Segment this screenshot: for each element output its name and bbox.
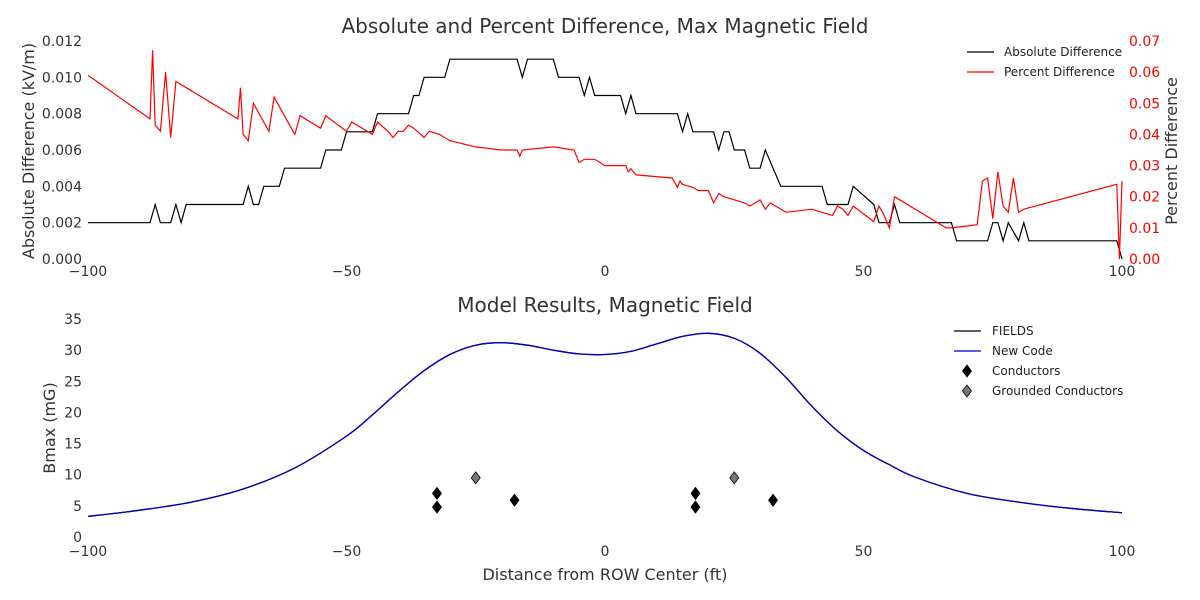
legend-marker-swatch <box>962 384 972 398</box>
chart1-y2-tick-label: 0.05 <box>1129 96 1160 112</box>
legend-entry: Conductors <box>992 364 1060 378</box>
chart2-y-tick-label: 10 <box>64 468 82 484</box>
chart2-y-tick-label: 0 <box>73 530 82 546</box>
conductor-marker <box>431 486 442 501</box>
chart1-y2-tick-label: 0.02 <box>1129 190 1160 206</box>
chart2-markers <box>431 471 779 514</box>
chart1-ticks: −100 −50 0 50 100 0.000 0.002 0.004 0.006 0.008 0.… <box>42 34 1160 280</box>
chart2-x-tick-label: 50 <box>855 544 873 560</box>
chart1-y2-tick-label: 0.00 <box>1129 252 1160 268</box>
legend-entry: Absolute Difference <box>1004 45 1122 59</box>
conductor-marker <box>690 500 701 514</box>
chart2-x-tick-label: −50 <box>332 544 362 560</box>
chart2-x-axis-label: Distance from ROW Center (ft) <box>482 565 727 584</box>
chart1-y-tick-label: 0.010 <box>42 70 82 86</box>
chart2-ticks: −100 −50 0 50 100 0 5 10 15 20 25 30 35 <box>64 312 1135 560</box>
chart-model-results: Model Results, Magnetic Field Bmax (mG) … <box>40 293 1135 584</box>
chart1-y-tick-label: 0.000 <box>42 252 82 268</box>
chart1-y2-tick-label: 0.07 <box>1129 34 1160 50</box>
chart-absolute-percent-difference: Absolute and Percent Difference, Max Mag… <box>19 14 1181 280</box>
chart2-y-tick-label: 20 <box>64 405 82 421</box>
legend-entry: FIELDS <box>992 324 1034 338</box>
chart2-y-tick-label: 25 <box>64 374 82 390</box>
chart2-legend: FIELDS New Code Conductors Grounded Conduct… <box>954 324 1123 398</box>
chart1-series <box>87 50 1123 260</box>
chart2-y-tick-label: 30 <box>64 343 82 359</box>
legend-entry: New Code <box>992 344 1053 358</box>
chart1-y2-tick-label: 0.03 <box>1129 159 1160 175</box>
legend-entry: Grounded Conductors <box>992 384 1123 398</box>
chart2-series <box>87 332 1123 518</box>
legend-marker-swatch <box>962 364 972 378</box>
grounded-conductor-marker <box>729 471 740 485</box>
new-code-line <box>87 332 1123 518</box>
chart2-y-axis-label: Bmax (mG) <box>40 382 59 473</box>
chart1-x-tick-label: −50 <box>332 264 362 280</box>
chart2-y-tick-label: 15 <box>64 437 82 453</box>
chart1-y-axis-label: Absolute Difference (kV/m) <box>19 43 38 259</box>
chart1-x-tick-label: 0 <box>601 264 610 280</box>
conductor-marker <box>690 486 701 501</box>
chart2-x-tick-label: 0 <box>601 544 610 560</box>
chart1-x-tick-label: −100 <box>69 264 107 280</box>
percent-difference-line <box>87 50 1123 260</box>
chart1-y2-tick-label: 0.04 <box>1129 127 1160 143</box>
conductor-marker <box>431 500 442 514</box>
chart1-y2-tick-label: 0.01 <box>1129 221 1160 237</box>
chart1-y-tick-label: 0.006 <box>42 143 82 159</box>
chart1-y-tick-label: 0.004 <box>42 179 82 195</box>
chart1-x-tick-label: 100 <box>1109 264 1136 280</box>
chart2-x-tick-label: −100 <box>69 544 107 560</box>
chart1-y2-tick-label: 0.06 <box>1129 65 1160 81</box>
absolute-difference-line <box>88 58 1123 260</box>
chart2-y-tick-label: 35 <box>64 312 82 328</box>
chart2-title: Model Results, Magnetic Field <box>457 293 752 317</box>
chart1-y-tick-label: 0.012 <box>42 34 82 50</box>
grounded-conductor-marker <box>470 471 481 485</box>
chart1-y2-axis-label: Percent Difference <box>1162 77 1181 225</box>
conductor-marker <box>768 493 779 507</box>
chart1-x-tick-label: 50 <box>855 264 873 280</box>
chart2-y-tick-label: 5 <box>73 499 82 515</box>
chart2-x-tick-label: 100 <box>1109 544 1136 560</box>
chart1-title: Absolute and Percent Difference, Max Mag… <box>342 14 869 38</box>
chart1-y-tick-label: 0.008 <box>42 107 82 123</box>
chart1-legend: Absolute Difference Percent Difference <box>967 45 1122 79</box>
legend-entry: Percent Difference <box>1004 65 1115 79</box>
conductor-marker <box>509 493 520 507</box>
chart1-y-tick-label: 0.002 <box>42 216 82 232</box>
